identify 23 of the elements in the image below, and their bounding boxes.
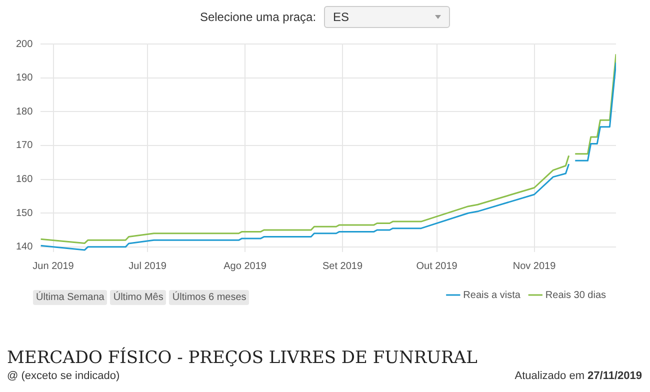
legend-label: Reais a vista — [463, 290, 521, 301]
y-tick-label: 170 — [16, 140, 34, 152]
x-tick-label: Ago 2019 — [224, 260, 267, 272]
y-tick-label: 200 — [16, 38, 34, 50]
text: @ (exceto se indicado) — [7, 370, 120, 382]
y-tick-label: 150 — [16, 208, 34, 219]
x-tick-label: Out 2019 — [416, 260, 458, 272]
y-tick-label: 160 — [16, 174, 34, 186]
y-tick-label: 140 — [16, 242, 34, 253]
legend-label: Reais 30 dias — [545, 290, 606, 301]
text: Selecione uma praça: — [200, 10, 316, 24]
y-tick-label: 180 — [16, 106, 34, 118]
x-tick-label: Jul 2019 — [128, 260, 167, 272]
text: Última Semana — [33, 290, 108, 305]
text: MERCADO FÍSICO - PREÇOS LIVRES DE FUNRURAL — [7, 348, 478, 368]
x-tick-label: Jun 2019 — [32, 260, 74, 272]
x-tick-label: Nov 2019 — [512, 260, 556, 272]
text: ES — [324, 6, 450, 28]
x-tick-label: Set 2019 — [322, 260, 363, 272]
text: Último Mês — [110, 290, 166, 305]
text: Atualizado em 27/11/2019 — [514, 370, 642, 382]
text: Últimos 6 meses — [169, 290, 250, 305]
y-tick-label: 190 — [16, 72, 34, 84]
